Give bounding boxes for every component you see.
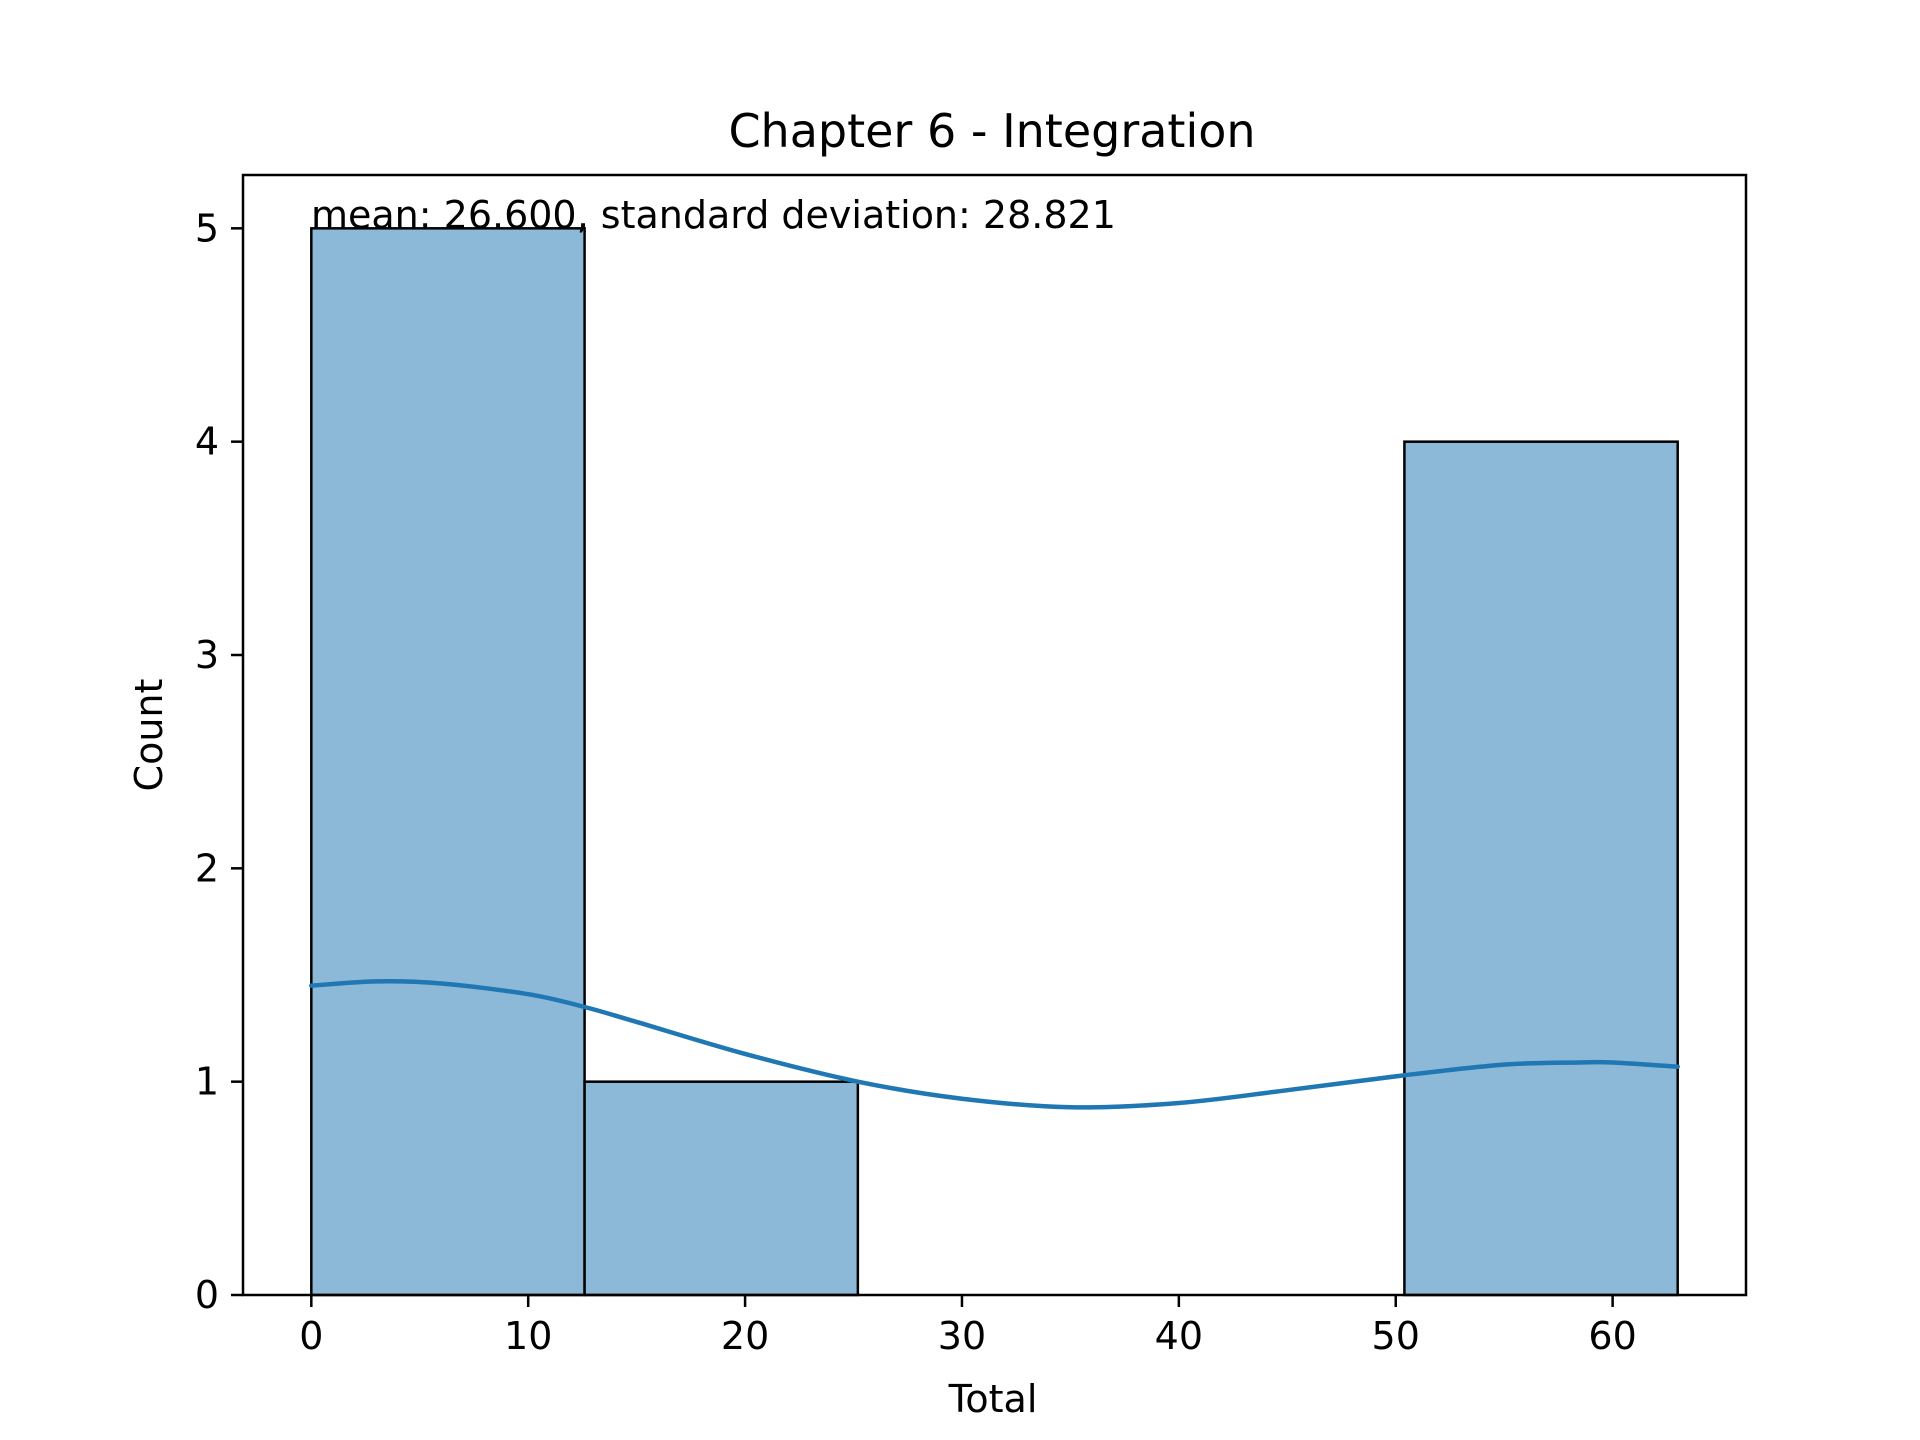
y-tick-label-4: 4 xyxy=(195,420,219,464)
x-tick-label-30: 30 xyxy=(938,1314,986,1358)
y-tick-label-3: 3 xyxy=(195,633,219,677)
chart-title: Chapter 6 - Integration xyxy=(728,104,1255,158)
x-tick-label-60: 60 xyxy=(1588,1314,1636,1358)
kde-line xyxy=(309,979,1680,1110)
histogram-bar-1 xyxy=(583,1080,860,1297)
y-tick-label-1: 1 xyxy=(195,1060,219,1104)
y-tick-label-0: 0 xyxy=(195,1273,219,1317)
kde-layer xyxy=(309,979,1680,1110)
histogram-bar-0 xyxy=(310,227,586,1297)
x-tick-label-40: 40 xyxy=(1155,1314,1203,1358)
x-tick-label-10: 10 xyxy=(504,1314,552,1358)
histogram-bar-4 xyxy=(1403,440,1679,1297)
y-axis: 0 1 2 3 4 5 xyxy=(195,206,243,1317)
stats-annotation: mean: 26.600, standard deviation: 28.821 xyxy=(311,193,1116,237)
y-axis-label: Count xyxy=(127,679,171,792)
x-tick-label-20: 20 xyxy=(721,1314,769,1358)
x-tick-label-0: 0 xyxy=(299,1314,323,1358)
x-axis-label: Total xyxy=(948,1377,1038,1421)
x-axis: 0 10 20 30 40 50 60 xyxy=(299,1295,1637,1358)
plot-frame xyxy=(241,173,1748,1297)
y-tick-label-5: 5 xyxy=(195,206,219,250)
x-tick-label-50: 50 xyxy=(1372,1314,1420,1358)
bars-layer xyxy=(310,227,1679,1297)
y-tick-label-2: 2 xyxy=(195,846,219,890)
